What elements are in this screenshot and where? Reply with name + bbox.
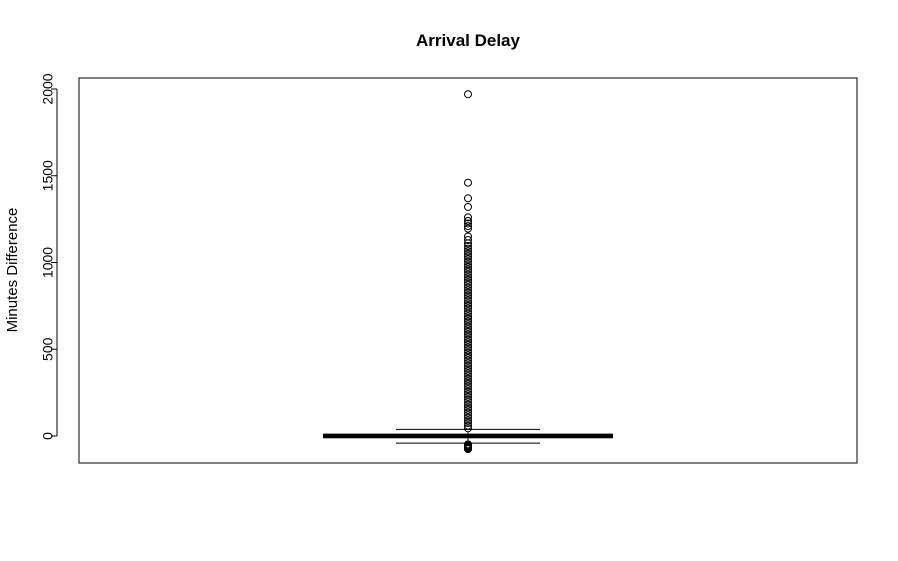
outlier-point (464, 377, 472, 386)
outlier-point (464, 304, 472, 313)
outlier-point (464, 309, 472, 318)
outlier-point (464, 242, 472, 251)
outlier-point (464, 273, 472, 282)
outlier-point (464, 374, 472, 383)
outlier-point (464, 314, 472, 323)
y-axis: 0 500 1000 1500 2000 (40, 73, 58, 440)
outlier-point (464, 294, 472, 303)
outlier-point (464, 216, 472, 225)
outlier-point (464, 369, 472, 378)
outlier-point (464, 255, 472, 264)
outlier-point (464, 338, 472, 347)
outlier-point (464, 178, 472, 187)
outlier-point (464, 348, 472, 357)
outlier-point (464, 317, 472, 326)
outlier-point (464, 268, 472, 277)
outlier-point (464, 408, 472, 417)
outlier-point (464, 413, 472, 422)
outlier-point (464, 356, 472, 365)
outlier-point (464, 379, 472, 388)
outlier-point (464, 322, 472, 331)
outlier-point (464, 224, 472, 233)
outlier-point (464, 372, 472, 381)
outlier-point (464, 239, 472, 248)
outlier-point (464, 346, 472, 355)
outlier-point (464, 278, 472, 287)
outlier-point (464, 281, 472, 290)
plot-frame (78, 77, 858, 464)
outlier-point (464, 411, 472, 420)
outlier-point (464, 385, 472, 394)
outlier-point (464, 90, 472, 99)
y-axis-label: Minutes Difference (4, 208, 21, 333)
outlier-point (464, 325, 472, 334)
outlier-point (464, 403, 472, 412)
outlier-point (464, 219, 472, 228)
outlier-point (464, 235, 472, 244)
outlier-point (464, 262, 472, 271)
y-tick-label: 1000 (40, 247, 56, 278)
outlier-point (464, 265, 472, 274)
outlier-point (464, 364, 472, 373)
outlier-point (464, 320, 472, 329)
outlier-point (464, 392, 472, 401)
y-tick-label: 2000 (40, 73, 56, 104)
outlier-point (464, 270, 472, 279)
outlier-point (464, 252, 472, 261)
outlier-point (464, 333, 472, 342)
outlier-point (464, 194, 472, 203)
outlier-point (464, 288, 472, 297)
outlier-point (464, 283, 472, 292)
y-tick-label: 0 (40, 432, 56, 440)
outlier-point (464, 340, 472, 349)
outlier-point (464, 366, 472, 375)
outlier-point (464, 296, 472, 305)
outlier-point (464, 405, 472, 414)
outlier-point (464, 327, 472, 336)
outlier-point (464, 247, 472, 256)
outlier-point (464, 421, 472, 430)
outlier-point (464, 335, 472, 344)
y-tick-label: 1500 (40, 160, 56, 191)
outlier-point (464, 307, 472, 316)
outlier-point (464, 222, 472, 231)
chart-title: Arrival Delay (416, 31, 520, 50)
outlier-point (464, 299, 472, 308)
outlier-point (464, 445, 472, 454)
outlier-point (464, 395, 472, 404)
outlier-point (464, 387, 472, 396)
outlier-point (464, 382, 472, 391)
outlier-point (464, 390, 472, 399)
outlier-point (464, 353, 472, 362)
outlier-point (464, 398, 472, 407)
outlier-point (464, 260, 472, 269)
outlier-point (464, 301, 472, 310)
outlier-point (464, 249, 472, 258)
outlier-point (464, 418, 472, 427)
outlier-point (464, 202, 472, 211)
outlier-point (464, 351, 472, 360)
outlier-point (464, 286, 472, 295)
outlier-point (464, 416, 472, 425)
outlier-point (464, 330, 472, 339)
outlier-point (464, 359, 472, 368)
outlier-point (464, 424, 472, 433)
outlier-point (464, 312, 472, 321)
outlier-layer (464, 90, 472, 454)
outlier-point (464, 361, 472, 370)
outlier-point (464, 291, 472, 300)
outlier-point (464, 343, 472, 352)
outlier-point (464, 275, 472, 284)
outlier-point (464, 213, 472, 222)
outlier-point (464, 400, 472, 409)
outlier-point (464, 244, 472, 253)
outlier-point (464, 257, 472, 266)
y-tick-label: 500 (40, 337, 56, 361)
